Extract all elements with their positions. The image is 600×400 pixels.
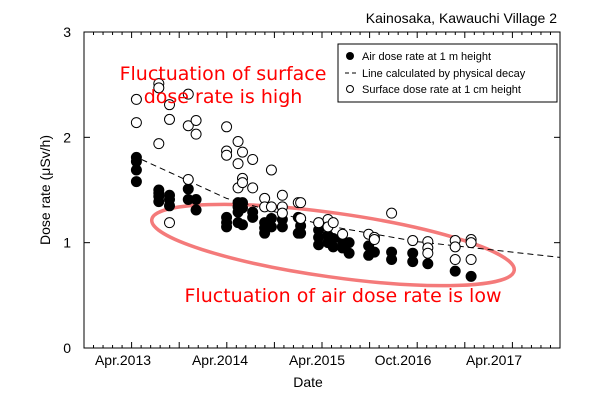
surface-dose-point — [265, 201, 277, 213]
y-tick-label: 3 — [63, 24, 71, 40]
surface-dose-point — [313, 217, 325, 229]
air-dose-point — [164, 200, 176, 212]
air-dose-point — [343, 247, 355, 259]
air-dose-point — [130, 164, 142, 176]
legend-label-air: Air dose rate at 1 m height — [362, 51, 491, 63]
air-dose-point — [386, 254, 398, 266]
annotation-surface-line1: Fluctuation of surface — [120, 63, 327, 85]
surface-dose-point — [247, 153, 259, 165]
surface-dose-point — [221, 149, 233, 161]
surface-dose-point — [247, 182, 259, 194]
air-dose-point — [130, 176, 142, 188]
air-dose-point — [265, 221, 277, 233]
air-dose-point — [236, 219, 248, 231]
surface-dose-point — [190, 128, 202, 140]
surface-dose-point — [422, 247, 434, 259]
surface-dose-point — [276, 189, 288, 201]
surface-dose-point — [386, 207, 398, 219]
x-tick-label: Apr.2014 — [192, 352, 248, 368]
surface-dose-point — [182, 173, 194, 185]
surface-dose-point — [236, 146, 248, 158]
air-dose-point — [313, 239, 325, 251]
x-axis-label: Date — [293, 374, 323, 390]
x-tick-label: Apr.2013 — [95, 352, 151, 368]
air-dose-point — [407, 256, 419, 268]
annotation-air: Fluctuation of air dose rate is low — [185, 285, 502, 307]
air-dose-point — [259, 227, 271, 239]
surface-dose-point — [368, 234, 380, 246]
legend-box — [337, 43, 558, 103]
air-dose-point — [221, 221, 233, 233]
air-dose-point — [182, 183, 194, 195]
chart-title: Kainosaka, Kawauchi Village 2 — [366, 10, 557, 26]
legend-filled-marker — [346, 52, 354, 60]
air-dose-point — [190, 204, 202, 216]
surface-dose-point — [182, 120, 194, 132]
air-dose-point — [276, 221, 288, 233]
points-layer — [130, 78, 477, 282]
air-dose-point — [449, 265, 461, 277]
surface-dose-point — [295, 212, 307, 224]
surface-dose-point — [130, 93, 142, 105]
legend-open-marker — [346, 85, 354, 93]
surface-dose-point — [153, 82, 165, 94]
x-tick-label: Apr.2015 — [289, 352, 345, 368]
surface-dose-point — [232, 136, 244, 148]
surface-dose-point — [265, 164, 277, 176]
legend-label-decay: Line calculated by physical decay — [362, 68, 526, 80]
surface-dose-point — [449, 241, 461, 253]
surface-dose-point — [130, 117, 142, 129]
annotation-surface-line2: dose rate is high — [144, 86, 303, 108]
axes: 0 1 2 3 Apr.2013 Apr.2014 Apr.2015 Oct.2016 Apr.… — [37, 24, 561, 390]
air-dose-point — [343, 237, 355, 249]
surface-dose-point — [221, 121, 233, 133]
air-dose-point — [247, 211, 259, 223]
surface-dose-point — [232, 158, 244, 170]
legend-label-surface: Surface dose rate at 1 cm height — [362, 84, 521, 96]
surface-dose-point — [327, 217, 339, 229]
surface-dose-point — [164, 113, 176, 125]
air-dose-point — [236, 202, 248, 214]
legend: Air dose rate at 1 m height Line calcula… — [337, 43, 558, 103]
x-tick-label: Apr.2017 — [466, 352, 522, 368]
surface-dose-point — [295, 197, 307, 209]
annotation-ellipse-layer — [149, 202, 517, 288]
surface-dose-point — [337, 228, 349, 240]
x-tick-label: Oct.2016 — [375, 352, 432, 368]
surface-dose-point — [153, 138, 165, 150]
surface-dose-point — [190, 114, 202, 126]
y-tick-label: 1 — [63, 235, 71, 251]
air-dose-point — [327, 241, 339, 253]
y-tick-label: 2 — [63, 129, 71, 145]
surface-dose-point — [164, 217, 176, 229]
air-dose-point — [368, 246, 380, 258]
surface-dose-point — [465, 237, 477, 249]
air-dose-point — [295, 227, 307, 239]
surface-dose-point — [465, 254, 477, 266]
surface-dose-point — [236, 177, 248, 189]
surface-dose-point — [182, 88, 194, 100]
surface-dose-point — [407, 235, 419, 247]
air-dose-point — [465, 270, 477, 282]
surface-dose-point — [276, 207, 288, 219]
surface-dose-point — [164, 99, 176, 111]
air-dose-point — [422, 258, 434, 270]
air-dose-point — [153, 196, 165, 208]
annotation-ellipse — [149, 202, 517, 288]
y-axis-label: Dose rate (μSv/h) — [37, 135, 53, 245]
y-tick-label: 0 — [63, 340, 71, 356]
surface-dose-point — [449, 254, 461, 266]
air-dose-point — [190, 193, 202, 205]
